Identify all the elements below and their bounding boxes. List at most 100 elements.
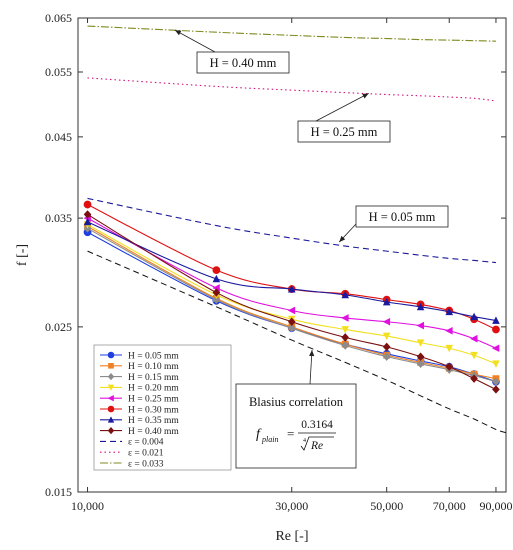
blasius-formula: f plain = 0.3164 4 Re [256,419,336,452]
data-point [492,385,500,394]
legend-item: H = 0.30 mm [100,405,179,415]
data-point [416,302,425,311]
formula-radicand: Re [310,440,323,452]
callout-box [297,120,391,143]
y-tick-label: 0.025 [45,320,72,334]
data-point [341,333,350,342]
data-point [491,344,500,353]
data-point [382,342,391,352]
data-point [83,210,92,219]
callout: H = 0.25 mm [297,93,391,143]
data-point [416,339,425,347]
legend-label: H = 0.20 mm [128,384,179,394]
data-point [341,326,350,334]
data-point [287,317,296,326]
formula-root-index: 4 [303,438,306,444]
callout-arrow-head [309,350,315,357]
model-line [87,77,497,102]
data-point [470,374,478,383]
legend-item: H = 0.35 mm [100,416,179,426]
legend-item: H = 0.20 mm [100,384,179,394]
data-point [492,360,500,368]
legend-marker [107,384,115,391]
formula-equals: = [287,426,294,441]
data-point [341,314,349,322]
data-point [212,284,220,292]
legend-item: H = 0.05 mm [100,351,179,361]
series-layer [83,25,507,434]
data-point [212,266,221,274]
legend-label: H = 0.35 mm [128,416,179,426]
legend-item: ε = 0.021 [100,449,164,459]
data-point [492,316,500,324]
series-group [87,25,496,42]
blasius-line [87,250,507,434]
model-line [87,25,496,42]
data-point [445,307,454,316]
legend-label: H = 0.25 mm [128,395,179,405]
callout-label: H = 0.25 mm [311,125,378,139]
legend-marker [108,363,114,369]
x-tick-label: 70,000 [433,499,466,513]
data-point [382,332,391,341]
data-point [416,359,425,369]
legend-item: ε = 0.004 [100,438,164,448]
formula-radical-sign [300,436,334,451]
series-group [83,210,500,394]
data-point [382,352,391,361]
callout-arrow-head [174,30,182,36]
data-point [382,297,391,306]
data-point [341,341,350,350]
callout-label: Blasius correlation [249,395,344,409]
axis-ticks: 10,000 30,000 50,000 70,000 90,000 0.015 0.025… [45,11,512,513]
legend-marker [107,416,115,423]
data-point [287,323,296,333]
data-point [416,352,425,361]
data-point [212,288,221,297]
series-group [87,197,497,264]
callout-label: H = 0.05 mm [369,210,436,224]
callout: H = 0.40 mm [174,29,290,74]
callout-arrow-shaft [315,93,369,122]
series-line [87,224,497,365]
legend-item: H = 0.25 mm [100,395,179,405]
legend: H = 0.05 mmH = 0.10 mmH = 0.15 mmH = 0.2… [93,344,232,471]
x-tick-label: 30,000 [275,499,308,513]
data-point [445,326,453,335]
legend-item: H = 0.15 mm [100,373,179,383]
data-point [445,344,454,353]
legend-item: H = 0.10 mm [100,362,179,372]
x-tick-label: 90,000 [479,499,512,513]
legend-marker [107,373,115,381]
callout-label: H = 0.40 mm [210,56,277,70]
legend-label: H = 0.05 mm [128,351,179,361]
y-tick-label: 0.035 [45,211,72,225]
data-point [470,351,478,360]
callout-box [235,383,357,469]
legend-label: ε = 0.004 [128,438,164,448]
y-axis-label: f [-] [15,244,30,266]
legend-item: H = 0.40 mm [100,427,179,437]
data-point [212,295,221,304]
data-point [341,290,350,299]
data-point [492,325,500,334]
legend-items: H = 0.05 mmH = 0.10 mmH = 0.15 mmH = 0.2… [100,351,179,469]
formula-numerator: 0.3164 [301,419,333,431]
data-point [470,312,478,321]
data-point [470,334,478,343]
callout-arrow-head [362,93,369,99]
model-line [87,197,497,264]
legend-marker [107,395,114,402]
series-blasius-correlation [87,250,507,434]
x-tick-label: 50,000 [370,499,403,513]
legend-label: H = 0.40 mm [128,427,179,437]
formula-f: f [256,427,262,442]
series-group [83,217,500,324]
callout: Blasius correlation f plain = 0.3164 4 Re [235,349,357,469]
data-point [382,317,391,326]
callout-box [355,205,449,228]
data-point [287,285,296,293]
data-point [416,321,424,330]
data-point [287,306,296,315]
